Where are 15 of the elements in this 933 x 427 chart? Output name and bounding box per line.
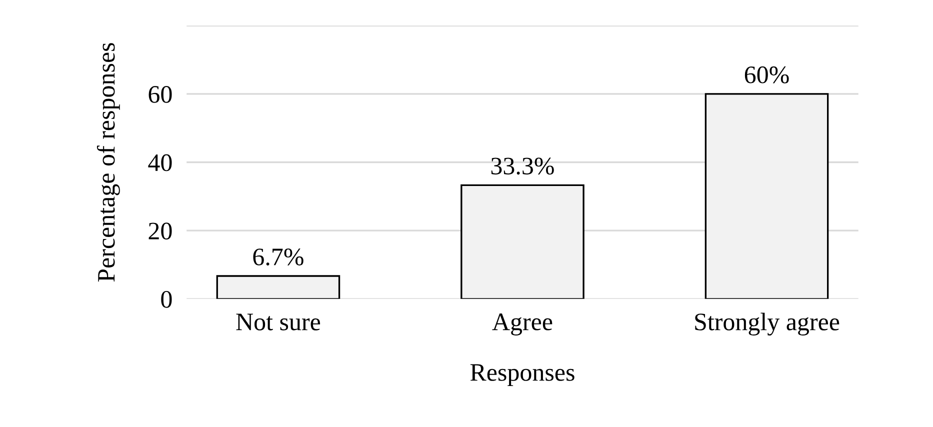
data-label: 33.3%	[491, 158, 554, 175]
bar	[460, 184, 584, 299]
bar	[216, 275, 340, 299]
x-tick-label: Agree	[492, 314, 552, 336]
x-tick-label: Not sure	[236, 314, 320, 330]
y-tick-label: 40	[148, 154, 172, 172]
bar	[704, 93, 829, 299]
x-tick-label: Strongly agree	[695, 312, 840, 336]
y-axis-title: Percentage of responses	[96, 43, 120, 282]
x-axis-title: Responses	[470, 364, 574, 386]
y-tick-label: 60	[148, 86, 172, 103]
data-label: 60%	[744, 66, 789, 84]
y-tick-label: 20	[148, 222, 172, 240]
data-label: 6.7%	[253, 248, 304, 266]
y-tick-label: 0	[161, 290, 172, 308]
